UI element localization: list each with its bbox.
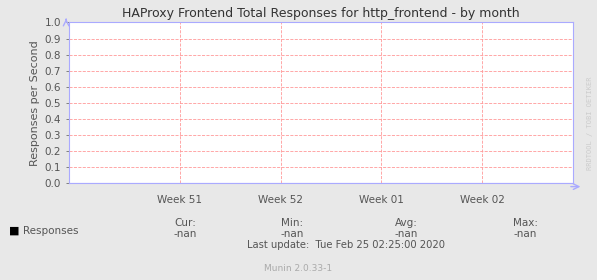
Text: Last update:  Tue Feb 25 02:25:00 2020: Last update: Tue Feb 25 02:25:00 2020 [247,240,445,250]
Text: Week 01: Week 01 [359,195,404,205]
Text: Week 52: Week 52 [258,195,303,205]
Text: -nan: -nan [513,229,537,239]
Text: Avg:: Avg: [395,218,417,228]
Text: Munin 2.0.33-1: Munin 2.0.33-1 [264,264,333,273]
Text: Week 02: Week 02 [460,195,504,205]
Text: -nan: -nan [173,229,197,239]
Y-axis label: Responses per Second: Responses per Second [30,40,41,166]
Text: Min:: Min: [281,218,304,228]
Text: Responses: Responses [23,226,78,236]
Text: ■: ■ [9,226,20,236]
Text: -nan: -nan [281,229,304,239]
Text: Week 51: Week 51 [157,195,202,205]
Text: Max:: Max: [513,218,538,228]
Text: -nan: -nan [394,229,418,239]
Text: Cur:: Cur: [174,218,196,228]
Title: HAProxy Frontend Total Responses for http_frontend - by month: HAProxy Frontend Total Responses for htt… [122,7,520,20]
Text: RRDTOOL / TOBI OETIKER: RRDTOOL / TOBI OETIKER [587,76,593,170]
